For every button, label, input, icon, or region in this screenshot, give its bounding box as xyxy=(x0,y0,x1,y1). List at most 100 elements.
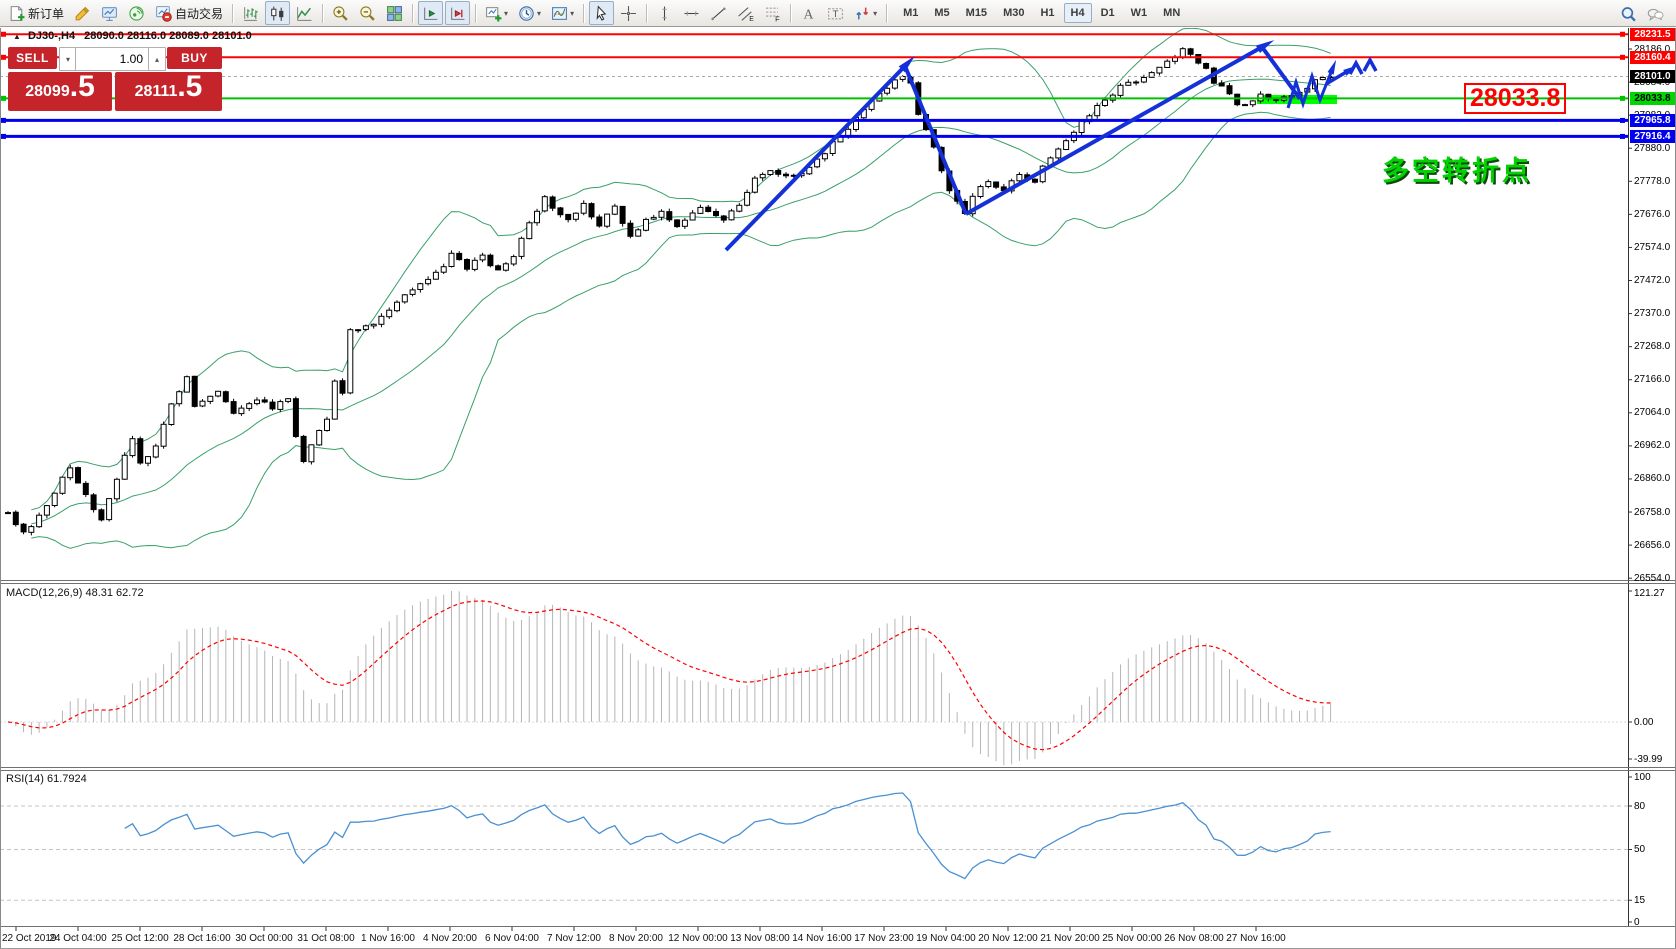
trendline-button[interactable] xyxy=(706,1,731,25)
line-chart-button[interactable] xyxy=(292,1,317,25)
price-target-annotation[interactable]: 28033.8 xyxy=(1464,83,1567,114)
equidistant-channel-button[interactable]: E xyxy=(733,1,758,25)
axis-tick-label: 26962.0 xyxy=(1634,440,1671,452)
bars-icon xyxy=(244,6,258,21)
time-tick-label: 4 Nov 20:00 xyxy=(423,933,477,944)
signals-icon xyxy=(129,5,144,21)
horizontal-line-button[interactable] xyxy=(679,1,704,25)
axis-tick-label: 121.27 xyxy=(1634,588,1665,599)
axis-tick-label: 27064.0 xyxy=(1634,407,1671,419)
crosshair-button[interactable] xyxy=(616,1,641,25)
periods-button[interactable]: ▾ xyxy=(514,1,545,25)
search-icon xyxy=(1621,6,1636,21)
signals-button[interactable] xyxy=(124,1,149,25)
zoom-out-button[interactable] xyxy=(355,1,380,25)
axis-tick-label: 26656.0 xyxy=(1634,539,1671,551)
axis-tick-label: 26554.0 xyxy=(1634,572,1671,584)
templates-button[interactable]: ▾ xyxy=(547,1,578,25)
tile-windows-button[interactable] xyxy=(382,1,407,25)
linechart-icon xyxy=(296,6,312,21)
candlestick-chart-button[interactable] xyxy=(265,1,291,25)
buy-price[interactable]: 28111.5 xyxy=(115,72,222,111)
arrows-shapes-icon xyxy=(856,7,869,19)
metaeditor-button[interactable] xyxy=(70,1,95,25)
zoom-in-button[interactable] xyxy=(328,1,353,25)
one-click-trade-panel: SELL ▾ ▴ BUY 28099.5 28111.5 xyxy=(8,47,222,111)
volume-input[interactable] xyxy=(76,48,149,70)
sell-button[interactable]: SELL xyxy=(8,47,57,69)
time-tick-label: 31 Oct 08:00 xyxy=(297,933,355,944)
fibonacci-button[interactable]: F xyxy=(760,1,785,25)
time-tick-label: 30 Oct 00:00 xyxy=(235,933,293,944)
time-tick-label: 1 Nov 16:00 xyxy=(361,933,415,944)
one-click-toggle-icon[interactable]: ▲ xyxy=(13,32,21,41)
text-button[interactable]: A xyxy=(796,1,821,25)
timeframe-h4-button[interactable]: H4 xyxy=(1063,3,1092,23)
time-tick-label: 17 Nov 23:00 xyxy=(854,933,914,944)
time-tick-label: 13 Nov 08:00 xyxy=(730,933,790,944)
toolbar-separator xyxy=(232,3,234,23)
axis-tick-label: 26758.0 xyxy=(1634,506,1671,518)
time-tick-label: 22 Oct 2019 xyxy=(2,933,57,944)
volume-increase-button[interactable]: ▴ xyxy=(148,47,166,71)
timeframe-w1-button[interactable]: W1 xyxy=(1130,7,1148,19)
timeframe-h1-button[interactable]: H1 xyxy=(1040,7,1055,19)
chart-shift-icon xyxy=(451,7,465,20)
toolbar-separator xyxy=(412,3,414,23)
time-tick-label: 6 Nov 04:00 xyxy=(485,933,539,944)
price-badge: 28160.4 xyxy=(1630,50,1675,64)
cursor-button[interactable] xyxy=(589,1,615,25)
timeframe-d1-button[interactable]: D1 xyxy=(1100,7,1115,19)
buy-button[interactable]: BUY xyxy=(167,47,222,69)
price-badge: 28231.5 xyxy=(1630,27,1675,41)
toolbar-separator xyxy=(886,3,888,23)
axis-tick-label: 27880.0 xyxy=(1634,142,1671,154)
chart-shift-button[interactable] xyxy=(445,1,471,25)
arrows-button[interactable]: ▾ xyxy=(850,1,881,25)
strategy-tester-button[interactable] xyxy=(97,1,122,25)
price-badge: 27965.8 xyxy=(1630,113,1675,127)
svg-text:F: F xyxy=(775,14,780,22)
timeframe-m1-button[interactable]: M1 xyxy=(903,7,919,19)
bar-chart-button[interactable] xyxy=(238,1,263,25)
chart-ohlc: 28090.0 28116.0 28089.0 28101.0 xyxy=(84,30,252,42)
time-tick-label: 12 Nov 00:00 xyxy=(668,933,728,944)
axis-tick-label: 15 xyxy=(1634,894,1646,906)
toolbar: 新订单 自动交易 ▾ ▾ ▾ E F A T ▾ M1 M5 M15 M30 H1 H4 D1 W1 MN xyxy=(0,0,1676,27)
turning-point-annotation[interactable]: 多空转折点 xyxy=(1382,156,1532,186)
axis-tick-label: 27778.0 xyxy=(1634,175,1671,187)
metaeditor-icon xyxy=(75,6,90,20)
chart-symbol-period: DJ30-,H4 xyxy=(27,30,76,42)
fibo-icon: F xyxy=(766,7,780,22)
chat-button[interactable] xyxy=(1643,2,1668,26)
axis-tick-label: 28186.0 xyxy=(1634,43,1671,55)
zoom-in-icon xyxy=(333,5,348,21)
hline-icon xyxy=(684,10,699,16)
timeframe-m5-button[interactable]: M5 xyxy=(934,7,950,19)
toolbar-separator xyxy=(646,3,648,23)
channel-icon: E xyxy=(738,6,754,22)
search-button[interactable] xyxy=(1616,2,1641,26)
new-order-button[interactable]: 新订单 xyxy=(4,1,68,25)
timeframe-mn-button[interactable]: MN xyxy=(1163,7,1181,19)
tile-windows-icon xyxy=(387,5,402,21)
macd-label: MACD(12,26,9) 48.31 62.72 xyxy=(6,587,144,599)
svg-text:T: T xyxy=(833,9,839,20)
axis-tick-label: 27166.0 xyxy=(1634,374,1671,386)
timeframe-m30-button[interactable]: M30 xyxy=(1003,7,1025,19)
sell-price[interactable]: 28099.5 xyxy=(8,72,112,111)
text-label-button[interactable]: T xyxy=(823,1,848,25)
auto-scroll-icon xyxy=(424,7,438,20)
axis-tick-label: 26860.0 xyxy=(1634,473,1671,485)
price-badge: 28033.8 xyxy=(1630,91,1675,105)
time-tick-label: 14 Nov 16:00 xyxy=(792,933,852,944)
strategy-tester-icon xyxy=(102,6,117,21)
toolbar-right xyxy=(1615,2,1669,26)
timeframe-m15-button[interactable]: M15 xyxy=(965,7,988,19)
new-chart-button[interactable]: ▾ xyxy=(481,1,512,25)
algo-trading-button[interactable]: 自动交易 xyxy=(151,1,227,25)
vertical-line-button[interactable] xyxy=(652,1,677,25)
auto-scroll-button[interactable] xyxy=(418,1,444,25)
text-label-icon: T xyxy=(828,7,844,20)
